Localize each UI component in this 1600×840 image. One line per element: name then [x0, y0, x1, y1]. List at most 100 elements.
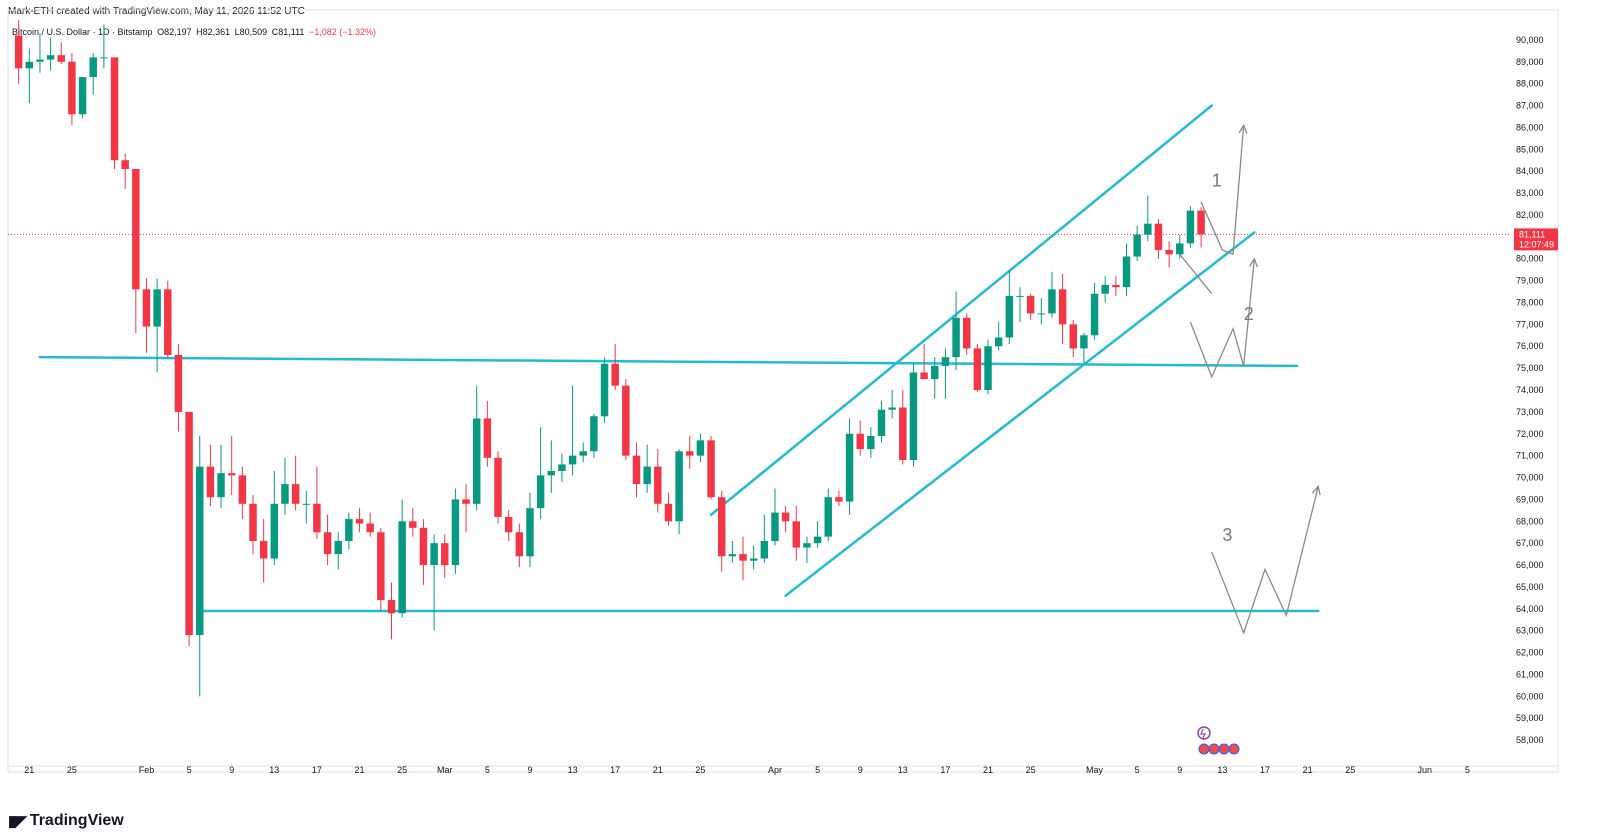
candle-down	[164, 280, 172, 358]
flag-icon[interactable]	[1218, 743, 1230, 755]
candle-body	[483, 418, 492, 458]
candle-body	[867, 435, 875, 450]
x-tick-label: 25	[695, 765, 705, 775]
candle-up	[1101, 276, 1109, 303]
x-tick-label: Feb	[139, 765, 155, 775]
candle-body	[877, 409, 886, 436]
symbol-info[interactable]: Bitcoin / U.S. Dollar · 1D · Bitstamp O8…	[12, 27, 376, 37]
candle-body	[888, 407, 896, 410]
candle-body	[622, 385, 630, 456]
candle-body	[1026, 295, 1035, 314]
candle-up	[153, 278, 161, 373]
x-tick-label: 9	[527, 765, 532, 775]
candle-down	[962, 313, 971, 355]
candle-body	[345, 519, 353, 541]
candle-body	[419, 527, 428, 566]
price-axis[interactable]: 58,000 59,000 60,000 61,000 62,000 63,000 64,0…	[1516, 35, 1544, 745]
candle-body	[313, 503, 321, 533]
last-price-label: 81,111 12:07:49	[1514, 228, 1558, 251]
candle-body	[1197, 210, 1205, 235]
y-tick-label: 75,000	[1516, 363, 1544, 373]
x-tick-label: 21	[653, 765, 663, 775]
candle-body	[217, 473, 225, 498]
grid	[7, 9, 1559, 773]
candle-up	[590, 414, 598, 458]
flag-icon[interactable]	[1228, 743, 1240, 755]
y-tick-label: 84,000	[1516, 166, 1544, 176]
candle-down	[504, 510, 513, 541]
candle-up	[643, 444, 651, 493]
candle-body	[196, 466, 204, 636]
candle-up	[46, 37, 55, 71]
flag-icon[interactable]	[1208, 743, 1220, 755]
ohlc-open: O82,197	[157, 27, 192, 37]
candle-body	[494, 457, 502, 517]
projection-drawings[interactable]: 1 2 3	[1179, 123, 1321, 635]
time-axis[interactable]: 21 25 Feb 5 9 13 17 21 25 Mar 5 9 13 17 21 25 Apr 5 9 13 17 2…	[24, 765, 1470, 775]
trendlines[interactable]	[38, 104, 1320, 613]
candle-body	[238, 475, 247, 504]
y-tick-label: 62,000	[1516, 648, 1544, 658]
tradingview-logo[interactable]: ▮◤ TradingView	[8, 812, 124, 830]
candle-up	[270, 470, 279, 566]
candle-body	[707, 440, 715, 498]
candle-body	[259, 540, 268, 559]
candle-body	[153, 289, 161, 327]
candle-body	[1016, 295, 1024, 297]
candle-body	[249, 503, 257, 541]
y-tick-label: 87,000	[1516, 101, 1544, 111]
y-tick-label: 78,000	[1516, 297, 1544, 307]
candle-body	[909, 372, 918, 461]
x-tick-label: 5	[187, 765, 192, 775]
candle-body	[771, 512, 779, 541]
candle-body	[739, 554, 747, 561]
x-tick-label: 17	[610, 765, 620, 775]
candle-body	[643, 466, 651, 485]
flag-icon[interactable]	[1198, 743, 1210, 755]
candle-down	[409, 508, 417, 537]
projection-arrowhead	[1249, 257, 1259, 268]
candle-down	[313, 466, 321, 539]
y-tick-label: 61,000	[1516, 669, 1544, 679]
candle-up	[547, 440, 556, 493]
candle-body	[472, 418, 481, 504]
y-tick-label: 89,000	[1516, 57, 1544, 67]
candle-body	[600, 363, 609, 417]
x-tick-label: 25	[67, 765, 77, 775]
scenario-label: 1	[1212, 170, 1222, 190]
candle-up	[472, 385, 481, 511]
symbol-name[interactable]: Bitcoin / U.S. Dollar · 1D · Bitstamp	[12, 27, 153, 37]
candle-up	[25, 48, 34, 104]
candle-up	[888, 390, 896, 419]
y-tick-label: 59,000	[1516, 713, 1544, 723]
candle-body	[686, 451, 694, 456]
event-icon[interactable]	[1197, 726, 1211, 740]
candle-up	[89, 53, 97, 95]
candle-body	[270, 503, 279, 559]
candle-up	[1090, 282, 1099, 340]
candle-down	[387, 582, 396, 640]
candle-body	[696, 440, 705, 456]
candle-down	[856, 420, 864, 456]
candle-up	[281, 457, 289, 515]
last-price-badge	[1514, 228, 1558, 251]
x-tick-label: 13	[1217, 765, 1227, 775]
candle-body	[1058, 289, 1067, 325]
candle-down	[664, 492, 673, 526]
candle-body	[206, 466, 215, 498]
candle-up	[579, 442, 587, 463]
event-markers[interactable]	[1197, 726, 1240, 755]
candle-up	[100, 24, 108, 69]
trendline-channel-upper	[709, 104, 1213, 516]
candle-body	[132, 168, 140, 290]
candle-up	[302, 490, 310, 524]
projection-path-3	[1211, 486, 1319, 635]
candle-down	[366, 512, 374, 537]
candle-body	[675, 451, 683, 522]
x-tick-label: 5	[815, 765, 820, 775]
candle-up	[398, 499, 406, 618]
candle-up	[675, 449, 683, 535]
candle-down	[622, 379, 630, 461]
candle-down	[110, 57, 119, 169]
